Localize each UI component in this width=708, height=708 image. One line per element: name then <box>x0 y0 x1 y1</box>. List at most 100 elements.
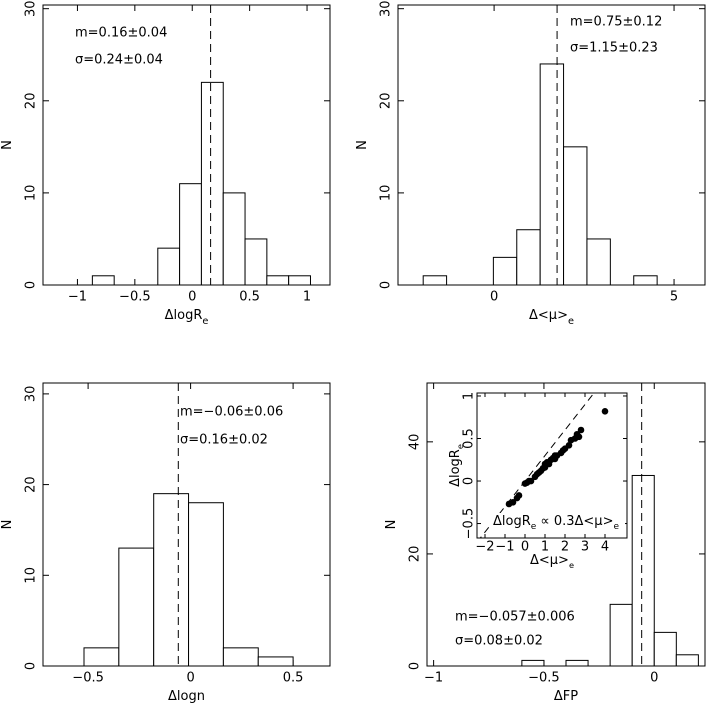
y-tick-label: 10 <box>379 185 394 202</box>
y-tick-label: 20 <box>24 93 39 110</box>
bar <box>222 192 246 286</box>
x-tick-label: −1 <box>424 671 443 686</box>
x-tick-label: 0.5 <box>283 671 304 686</box>
x-tick-label: 1 <box>303 290 311 305</box>
bar <box>91 275 115 286</box>
subscript: e <box>568 316 574 327</box>
axes-frame <box>42 4 331 286</box>
bar <box>118 547 155 667</box>
y-tick-label: 20 <box>408 546 423 563</box>
point <box>565 442 573 449</box>
bar <box>609 603 633 667</box>
bar <box>521 659 545 667</box>
bar <box>586 238 611 286</box>
bar <box>539 63 565 286</box>
x-axis-label: Δ<μ>e <box>530 553 574 570</box>
x-tick-label: −2 <box>475 540 494 555</box>
point <box>577 426 585 434</box>
label-part: Δ<μ> <box>529 308 568 323</box>
y-tick-label: 30 <box>24 0 39 17</box>
annotation: m=−0.057±0.006 <box>455 610 575 625</box>
subscript: e <box>613 522 619 532</box>
label-part: N <box>0 140 15 150</box>
x-tick-label: 0.5 <box>239 290 260 305</box>
x-tick-label: 0 <box>186 671 194 686</box>
annotation: ΔlogRe ∝ 0.3Δ<μ>e <box>493 514 619 532</box>
bar <box>422 275 448 286</box>
y-tick-label: 40 <box>408 434 423 451</box>
axes-frame <box>397 4 706 286</box>
bar <box>288 275 311 286</box>
subscript: e <box>202 316 208 327</box>
axes-frame <box>42 382 331 667</box>
fit-line <box>479 393 595 538</box>
label-part: N <box>355 140 370 150</box>
x-tick-label: 4 <box>601 540 609 555</box>
y-tick-label: 10 <box>24 185 39 202</box>
subscript: e <box>569 560 574 570</box>
y-tick-label: 30 <box>24 386 39 403</box>
label-part: ∝ 0.3Δ<μ> <box>536 514 613 529</box>
axes-frame <box>476 392 628 539</box>
y-tick-label: 0 <box>408 662 423 670</box>
y-tick-label: −0.5 <box>462 508 477 540</box>
bar <box>179 183 202 286</box>
x-axis-label: ΔlogRe <box>165 308 209 327</box>
annotation: σ=1.15±0.23 <box>570 41 658 56</box>
annotation: σ=0.08±0.02 <box>455 634 543 649</box>
x-tick-label: 0 <box>490 290 498 305</box>
y-tick-label: 0 <box>462 477 477 485</box>
point <box>601 407 609 415</box>
label-part: ΔFP <box>554 689 578 704</box>
label-part: Δ<μ> <box>530 553 569 568</box>
annotation: m=−0.06±0.06 <box>180 405 283 420</box>
subscript: e <box>455 444 465 449</box>
x-tick-label: 1 <box>541 540 549 555</box>
x-tick-label: 0 <box>188 290 196 305</box>
x-tick-label: 3 <box>581 540 589 555</box>
y-tick-label: 0 <box>379 281 394 289</box>
annotation: σ=0.24±0.04 <box>75 53 163 68</box>
axes-frame <box>426 382 706 667</box>
bar <box>563 146 588 286</box>
x-tick-label: 2 <box>561 540 569 555</box>
annotation: σ=0.16±0.02 <box>180 433 268 448</box>
bar <box>516 229 541 286</box>
y-tick-label: 0.5 <box>462 428 477 449</box>
bar <box>157 247 181 286</box>
x-tick-label: −0.5 <box>528 671 560 686</box>
x-tick-label: 0 <box>521 540 529 555</box>
y-axis-label: ΔlogRe <box>448 444 465 487</box>
y-axis-label: N <box>0 140 15 150</box>
x-axis-label: Δlogn <box>168 689 205 704</box>
y-tick-label: 0 <box>24 281 39 289</box>
y-tick-label: 0 <box>24 662 39 670</box>
bar <box>631 474 655 667</box>
annotation-background <box>491 513 625 529</box>
x-axis-label: ΔFP <box>554 689 578 704</box>
bar <box>188 502 224 667</box>
y-tick-label: 1 <box>462 392 477 400</box>
point <box>509 498 517 506</box>
x-tick-label: −0.5 <box>119 290 151 305</box>
x-tick-label: −0.5 <box>72 671 104 686</box>
annotation: m=0.16±0.04 <box>75 26 167 41</box>
annotation: m=0.75±0.12 <box>570 15 662 30</box>
y-tick-label: 10 <box>24 567 39 584</box>
y-axis-label: N <box>0 520 15 530</box>
point <box>515 492 523 499</box>
x-tick-label: −1 <box>495 540 514 555</box>
bar <box>266 275 290 286</box>
y-tick-label: 20 <box>24 476 39 493</box>
x-tick-label: 0 <box>650 671 658 686</box>
bar <box>222 647 259 667</box>
label-part: ΔlogR <box>165 308 203 323</box>
y-tick-label: 20 <box>379 93 394 110</box>
y-tick-label: 30 <box>379 0 394 17</box>
label-part: ΔlogR <box>493 514 531 529</box>
bar <box>244 238 268 286</box>
bar <box>653 631 677 667</box>
bar <box>200 81 224 286</box>
bar <box>83 647 120 667</box>
